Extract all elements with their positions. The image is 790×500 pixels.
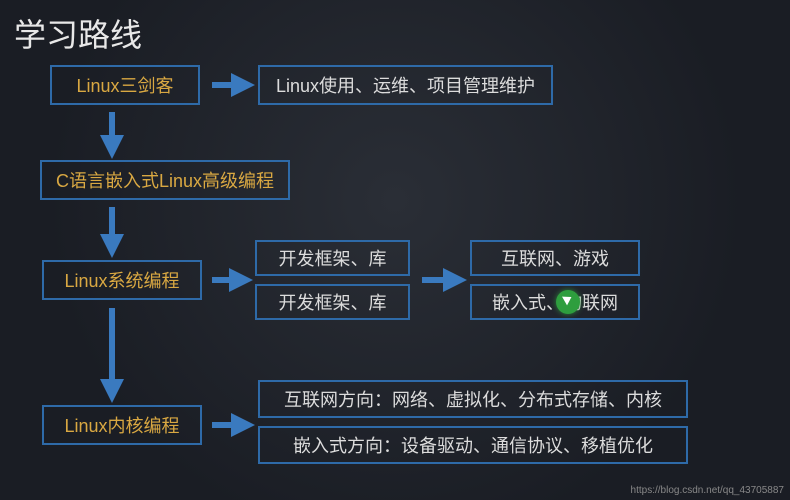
- node-kernel-embedded: 嵌入式方向：设备驱动、通信协议、移植优化: [258, 426, 688, 464]
- label: Linux三剑客: [76, 72, 173, 98]
- label: Linux内核编程: [64, 412, 179, 438]
- label: Linux使用、运维、项目管理维护: [276, 72, 535, 98]
- label: C语言嵌入式Linux高级编程: [56, 167, 274, 193]
- node-embedded-iot: 嵌入式、物联网: [470, 284, 640, 320]
- node-framework-1: 开发框架、库: [255, 240, 410, 276]
- label: Linux系统编程: [64, 267, 179, 293]
- stack-domains: 互联网、游戏 嵌入式、物联网: [470, 240, 640, 320]
- label: 互联网、游戏: [501, 245, 609, 271]
- node-kernel-prog: Linux内核编程: [42, 405, 202, 445]
- node-linux-trio: Linux三剑客: [50, 65, 200, 105]
- node-kernel-internet: 互联网方向：网络、虚拟化、分布式存储、内核: [258, 380, 688, 418]
- watermark: https://blog.csdn.net/qq_43705887: [631, 485, 784, 496]
- node-c-embedded: C语言嵌入式Linux高级编程: [40, 160, 290, 200]
- label: 嵌入式方向：设备驱动、通信协议、移植优化: [293, 432, 653, 458]
- cursor-icon: [556, 290, 580, 314]
- node-linux-usage: Linux使用、运维、项目管理维护: [258, 65, 553, 105]
- node-system-prog: Linux系统编程: [42, 260, 202, 300]
- stack-kernel-dirs: 互联网方向：网络、虚拟化、分布式存储、内核 嵌入式方向：设备驱动、通信协议、移植…: [258, 380, 688, 464]
- node-internet-game: 互联网、游戏: [470, 240, 640, 276]
- label: 开发框架、库: [279, 245, 387, 271]
- page-title: 学习路线: [14, 10, 142, 56]
- node-framework-2: 开发框架、库: [255, 284, 410, 320]
- label: 互联网方向：网络、虚拟化、分布式存储、内核: [284, 386, 662, 412]
- stack-frameworks: 开发框架、库 开发框架、库: [255, 240, 410, 320]
- label: 嵌入式、物联网: [492, 289, 618, 315]
- label: 开发框架、库: [279, 289, 387, 315]
